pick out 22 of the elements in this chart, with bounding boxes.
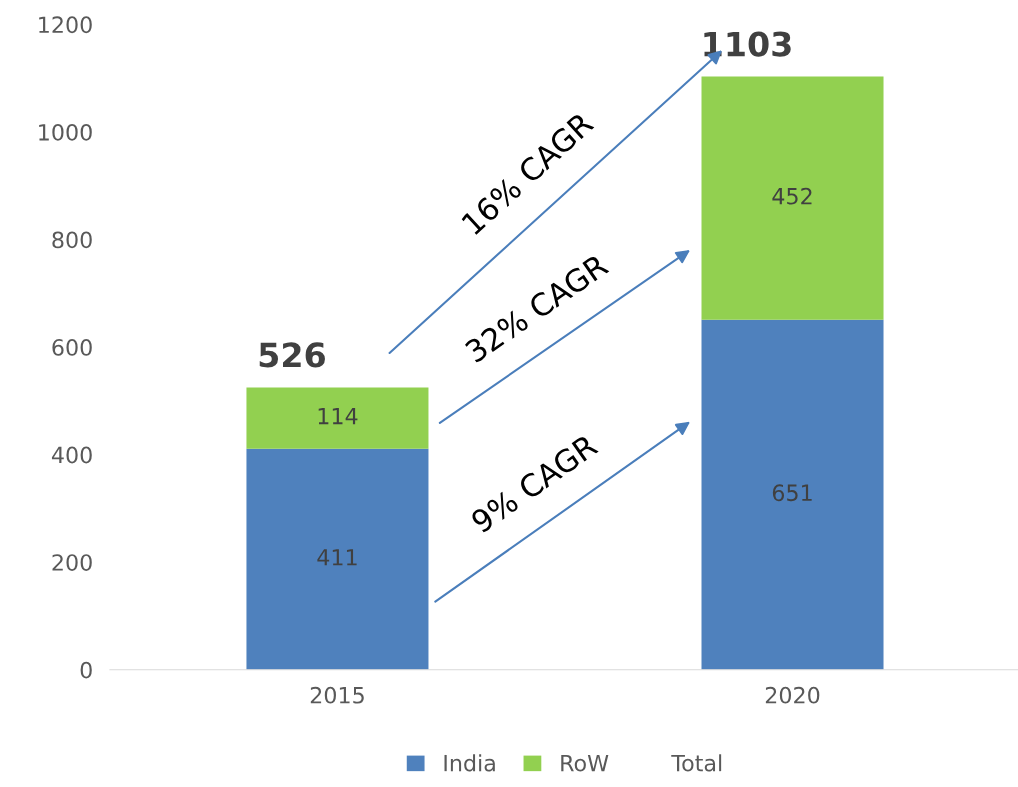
x-tick-label: 2015 <box>310 686 364 704</box>
data-label: 452 <box>772 187 812 205</box>
legend-label: RoW <box>561 754 609 772</box>
data-label: 651 <box>772 484 812 502</box>
y-tick-label: 400 <box>51 446 92 464</box>
y-tick-label: 800 <box>52 231 92 249</box>
y-tick-label: 0 <box>80 661 92 679</box>
bar <box>701 76 884 320</box>
total-label: 1103 <box>704 31 791 57</box>
y-tick-label: 600 <box>52 339 92 356</box>
bar <box>246 448 429 670</box>
x-tick-label: 2020 <box>765 686 820 704</box>
data-label: 411 <box>317 549 357 566</box>
y-tick-label: 1000 <box>39 123 92 141</box>
y-tick-label: 200 <box>52 554 92 571</box>
bar <box>701 319 884 670</box>
bar <box>246 387 429 449</box>
y-tick-label: 1200 <box>39 16 92 34</box>
data-label: 114 <box>318 407 358 425</box>
legend-label: India <box>444 754 495 772</box>
text: Total <box>671 754 722 772</box>
total-label: 526 <box>259 342 325 368</box>
